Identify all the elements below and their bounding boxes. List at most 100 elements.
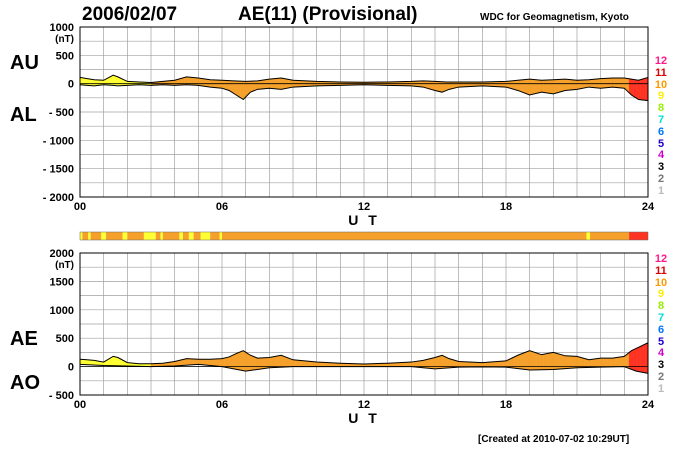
activity-bar-segment [122, 232, 128, 240]
band-segment [259, 357, 263, 370]
band-segment [316, 361, 320, 367]
y-tick-label: - 500 [49, 390, 74, 402]
band-segment [508, 80, 511, 89]
band-segment [548, 352, 552, 370]
activity-bar-segment [219, 232, 222, 240]
band-segment [626, 352, 630, 369]
activity-bar-segment [188, 232, 194, 240]
y-unit-label: (nT) [55, 260, 74, 271]
band-segment [250, 355, 253, 371]
band-segment [617, 77, 620, 88]
band-segment [572, 79, 575, 90]
band-segment [579, 79, 582, 90]
band-segment [458, 81, 462, 88]
label-ao: AO [10, 372, 40, 394]
band-segment [527, 78, 530, 96]
band-segment [636, 347, 639, 372]
activity-bar-segment [82, 232, 89, 240]
band-segment [188, 358, 192, 366]
band-segment [318, 362, 322, 367]
legend-item-3: 3 [657, 161, 665, 174]
activity-bar-segment [101, 232, 107, 240]
band-segment [609, 77, 613, 88]
activity-bar-segment [106, 232, 123, 240]
band-segment [240, 350, 244, 371]
y-tick-label: 1500 [50, 276, 74, 288]
band-segment [427, 80, 431, 90]
x-tick-label: 24 [642, 399, 655, 411]
band-segment [219, 358, 223, 367]
band-segment [276, 355, 279, 368]
legend-item-4: 4 [657, 347, 665, 360]
band-segment [538, 353, 542, 370]
band-segment [202, 359, 206, 366]
x-axis-label: U T [348, 410, 380, 426]
label-ae: AE [10, 328, 38, 350]
legend-item-11: 11 [655, 66, 667, 79]
legend-item-2: 2 [657, 371, 665, 383]
series-line-ae [79, 342, 649, 365]
x-tick-label: 24 [642, 201, 655, 213]
y-tick-label: - 1000 [43, 135, 74, 147]
band-segment [259, 79, 263, 90]
band-segment [198, 359, 201, 365]
plot-frame [79, 252, 649, 396]
band-segment [643, 343, 646, 374]
band-segment [250, 80, 253, 93]
band-segment [297, 360, 301, 367]
band-segment [631, 78, 634, 97]
band-segment [169, 80, 173, 86]
band-segment [617, 356, 620, 367]
legend-item-9: 9 [657, 288, 665, 301]
band-segment [304, 360, 308, 367]
band-segment [574, 356, 578, 369]
legend-item-10: 10 [654, 276, 668, 289]
band-segment [401, 362, 405, 367]
activity-bar-frame [79, 231, 649, 241]
x-tick-label: 12 [358, 201, 370, 213]
band-segment [536, 352, 540, 370]
y-tick-label: 2000 [50, 248, 74, 260]
band-segment [243, 350, 246, 372]
band-segment [101, 79, 104, 86]
band-segment [531, 351, 535, 371]
y-tick-label: 1000 [50, 305, 74, 317]
y-tick-label: 500 [56, 50, 74, 62]
band-segment [195, 77, 199, 86]
band-segment [640, 78, 644, 101]
band-segment [602, 78, 606, 89]
band-segment [503, 81, 507, 88]
band-segment [444, 81, 447, 92]
activity-bar-segment [179, 232, 183, 240]
band-segment [553, 79, 556, 95]
band-segment [219, 79, 223, 89]
y-tick-label: - 500 [49, 107, 74, 119]
band-segment [491, 81, 495, 87]
band-segment [569, 79, 573, 91]
band-segment [84, 78, 88, 86]
band-segment [82, 77, 85, 86]
band-segment [614, 357, 618, 367]
band-segment [186, 358, 190, 366]
band-segment [557, 79, 561, 93]
activity-bar-segment [193, 232, 201, 240]
created-timestamp: [Created at 2010-07-02 10:29UT] [478, 434, 630, 445]
band-segment [430, 357, 433, 369]
band-segment [602, 357, 606, 368]
activity-bar-segment [90, 232, 102, 240]
band-segment [574, 79, 578, 90]
band-segment [200, 359, 204, 365]
band-segment [520, 79, 523, 93]
legend-item-3: 3 [657, 359, 665, 372]
legend-item-11: 11 [655, 264, 667, 277]
band-segment [299, 360, 303, 367]
band-segment [307, 360, 310, 367]
band-segment [607, 357, 611, 368]
legend-item-2: 2 [657, 173, 665, 185]
activity-bar-segment [88, 232, 91, 240]
band-segment [212, 358, 216, 367]
legend-item-9: 9 [657, 90, 665, 103]
band-segment [207, 79, 211, 88]
band-segment [195, 358, 199, 365]
band-segment [621, 77, 625, 89]
